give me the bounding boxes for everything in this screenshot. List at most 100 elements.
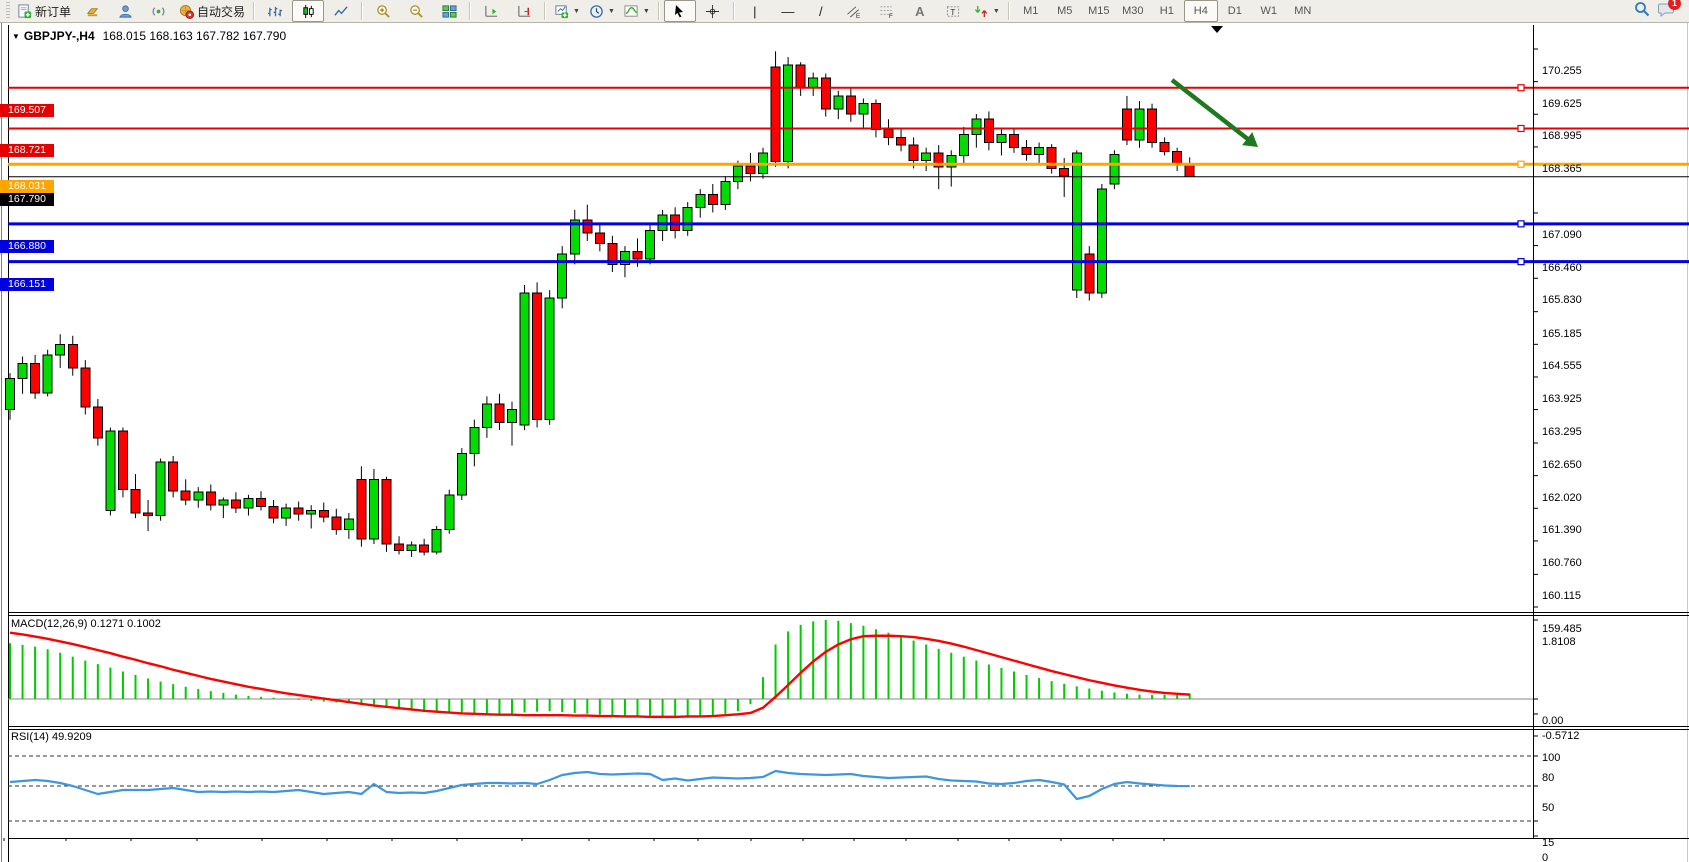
timeframe-h1-button[interactable]: H1	[1159, 5, 1174, 17]
text-button[interactable]: A	[904, 0, 936, 22]
price-tick-label: 163.295	[1542, 425, 1582, 438]
timeframe-m1-button[interactable]: M1	[1023, 5, 1039, 17]
chevron-down-icon: ▼	[992, 7, 1000, 15]
text-label-icon: T	[946, 5, 959, 16]
tile-windows-button[interactable]	[433, 0, 465, 22]
autoscroll-button[interactable]	[475, 0, 507, 22]
trend-arrow-head[interactable]	[1242, 132, 1258, 147]
candle-body	[230, 499, 241, 509]
candle-body	[30, 363, 41, 394]
rsi-tick-label: 100	[1542, 752, 1561, 764]
hline-handle[interactable]	[1517, 258, 1525, 266]
candle-body	[180, 490, 191, 501]
cursor-icon	[675, 5, 684, 18]
chart-candles-button[interactable]	[292, 0, 325, 22]
svg-text:T: T	[950, 6, 955, 16]
candle-body	[808, 77, 819, 89]
price-line-badge: 168.031	[0, 180, 54, 194]
svg-text:F: F	[889, 13, 893, 19]
timeframe-m30-button[interactable]: M30	[1122, 5, 1144, 17]
new-order-button[interactable]: 新订单	[13, 0, 75, 22]
candle-body	[921, 152, 932, 162]
candle-body	[845, 95, 856, 115]
price-tick-label: 163.925	[1542, 392, 1582, 405]
search-button[interactable]	[1634, 1, 1650, 22]
candle-body	[1147, 108, 1158, 144]
toolbar-separator	[732, 2, 735, 20]
crosshair-button[interactable]	[697, 0, 729, 22]
candle-body	[933, 152, 944, 168]
candle-body	[17, 363, 28, 379]
arrows-button[interactable]: ▼	[970, 0, 1004, 22]
hline-handle[interactable]	[1517, 220, 1525, 228]
timeframe-d1-button[interactable]: D1	[1227, 5, 1242, 17]
candle-body	[607, 243, 618, 265]
gold-button[interactable]	[76, 0, 108, 22]
candle-body	[996, 134, 1007, 144]
price-tick-label: 166.460	[1542, 261, 1582, 274]
new-chart-button[interactable]: ▼	[550, 0, 584, 22]
candle-body	[1009, 134, 1019, 149]
search-icon	[1635, 1, 1650, 16]
broadcast-button[interactable]	[142, 0, 174, 22]
chart-shift-icon	[517, 5, 530, 17]
text-icon: A	[915, 3, 925, 19]
channel-button[interactable]: E	[838, 0, 870, 22]
indicators-button[interactable]: ▼	[620, 0, 654, 22]
price-tick-label: 160.760	[1542, 556, 1582, 569]
toolbar-separator	[253, 2, 256, 20]
collapse-triangle-icon[interactable]: ▼	[12, 32, 20, 41]
candle-body	[507, 408, 517, 423]
autotrade-icon	[179, 4, 195, 19]
timeframe-m5-button[interactable]: M5	[1057, 5, 1073, 17]
profile-button[interactable]	[109, 0, 141, 22]
candle-body	[1046, 147, 1057, 169]
price-tick-label: 167.090	[1542, 228, 1582, 241]
autoscroll-icon	[484, 5, 497, 17]
macd-signal-line	[9, 631, 1190, 719]
hline-handle[interactable]	[1517, 124, 1525, 133]
chart-shift-button[interactable]	[508, 0, 540, 22]
chart-line-button[interactable]	[325, 0, 357, 22]
candle-body	[783, 64, 794, 163]
timeframe-mn-button[interactable]: MN	[1294, 5, 1312, 17]
hline-handle[interactable]	[1517, 160, 1525, 168]
cursor-button[interactable]	[663, 0, 696, 22]
candle-body	[1121, 108, 1132, 141]
price-tick-label: 168.995	[1542, 130, 1582, 143]
candle-body	[720, 180, 731, 206]
chart-bars-button[interactable]	[259, 0, 291, 22]
vertical-line-button[interactable]: |	[739, 0, 771, 22]
trend-arrow-annotation[interactable]	[1170, 78, 1252, 143]
candle-body	[205, 491, 216, 506]
timeframe-h4-button[interactable]: H4	[1183, 0, 1218, 22]
candle-body	[5, 377, 15, 410]
trendline-button[interactable]: /	[805, 0, 837, 22]
fibonacci-button[interactable]: F	[871, 0, 903, 22]
toolbar-separator	[361, 2, 364, 20]
price-tick-label: 165.830	[1542, 294, 1582, 307]
candle-body	[368, 478, 379, 540]
hline-handle[interactable]	[1517, 84, 1525, 92]
chart-shift-marker[interactable]	[1211, 26, 1223, 33]
candle-body	[481, 403, 492, 428]
vertical-line-icon: |	[753, 3, 757, 19]
text-label-button[interactable]: T	[937, 0, 969, 22]
candle-body	[682, 206, 693, 232]
rsi-tick-label: 0	[1542, 852, 1549, 862]
timeframe-w1-button[interactable]: W1	[1260, 5, 1278, 17]
crosshair-icon	[706, 4, 720, 18]
candle-body	[1109, 153, 1120, 185]
candles-chart-icon	[302, 4, 314, 18]
autotrade-button[interactable]: 自动交易	[175, 0, 249, 22]
timeframe-m15-button[interactable]: M15	[1088, 5, 1110, 17]
rsi-tick-label: 80	[1542, 772, 1555, 784]
candle-body	[444, 494, 455, 531]
zoom-in-button[interactable]	[367, 0, 399, 22]
rsi-indicator-label: RSI(14) 49.9209	[11, 731, 92, 743]
periods-button[interactable]: ▼	[585, 0, 619, 22]
chat-button[interactable]: 1	[1658, 0, 1681, 22]
horizontal-line-button[interactable]: —	[772, 0, 804, 22]
zoom-out-button[interactable]	[400, 0, 432, 22]
